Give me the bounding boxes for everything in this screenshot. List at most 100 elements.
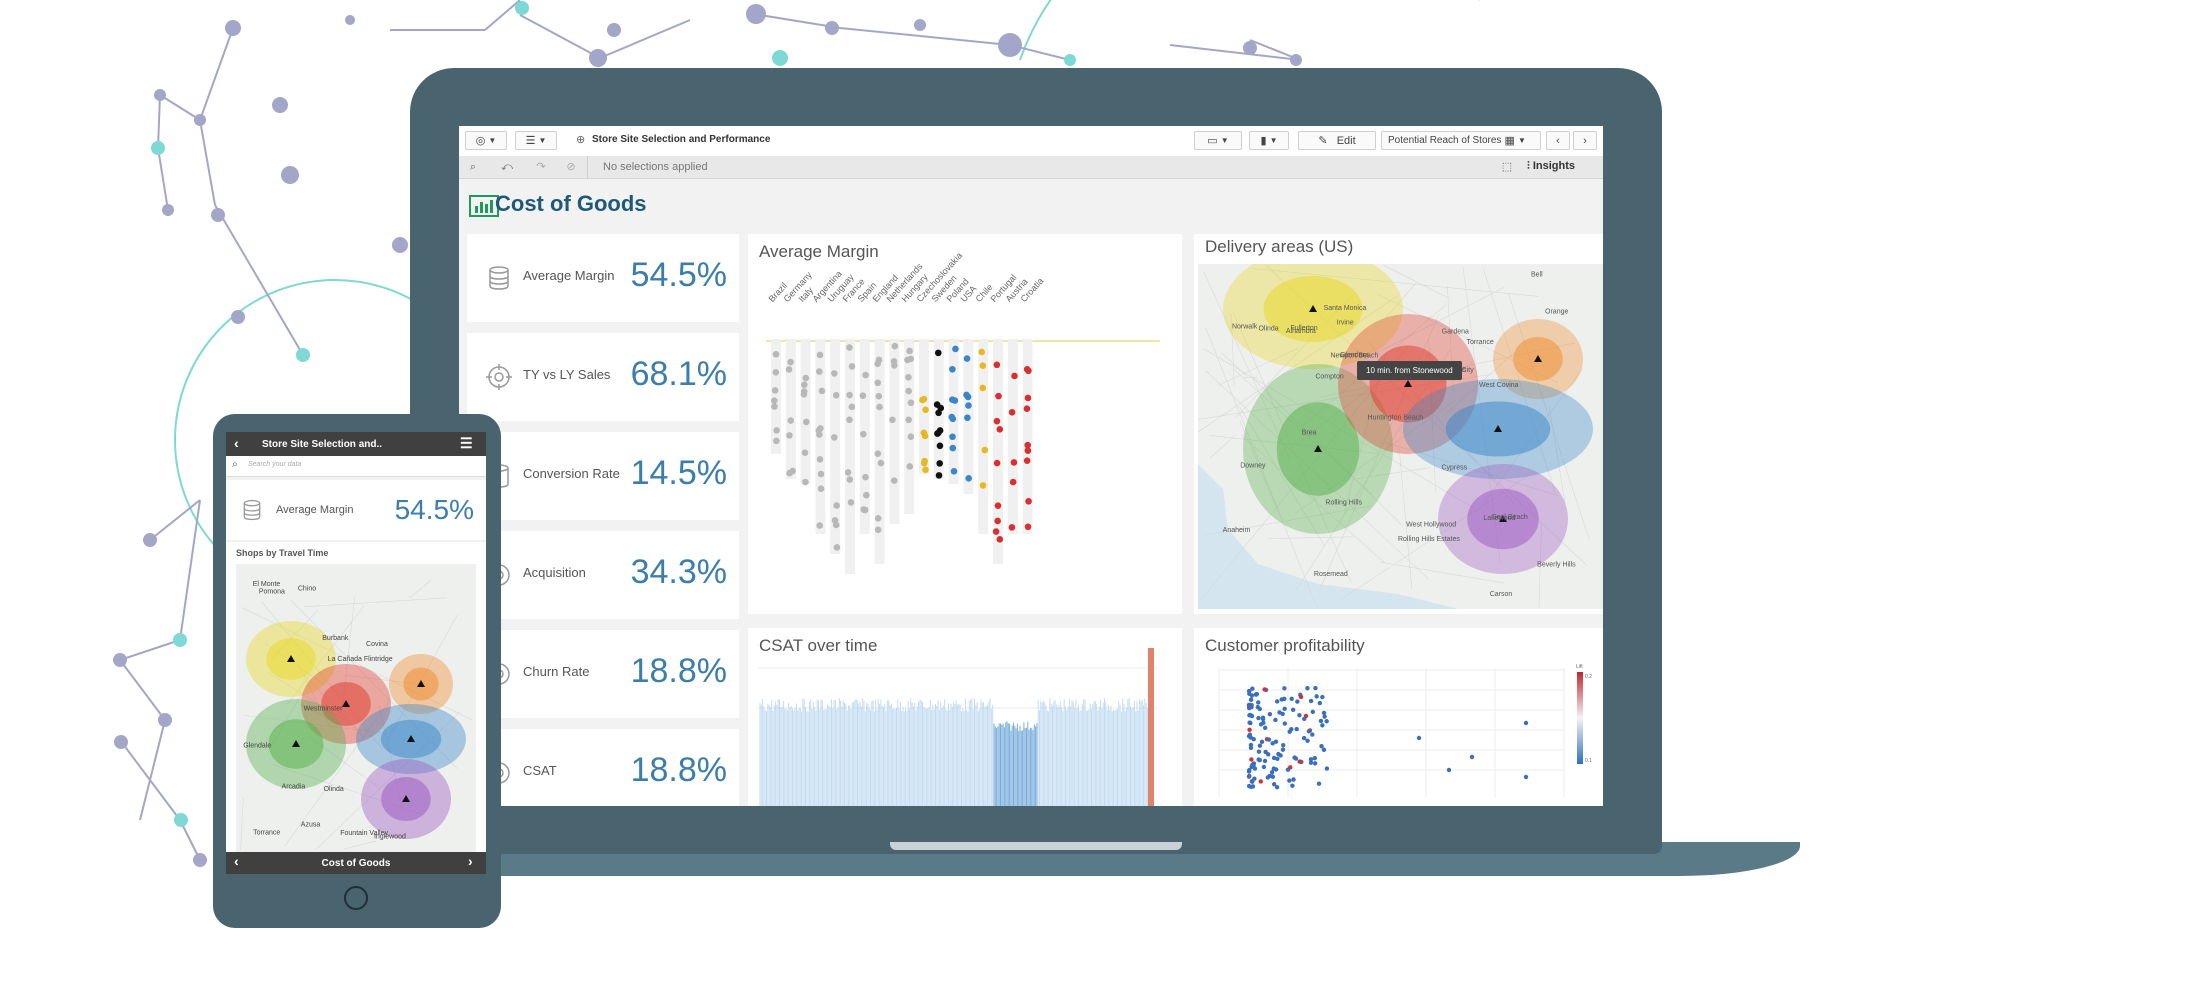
scatter-point	[1305, 738, 1310, 743]
phone-kpi-average-margin[interactable]: Average Margin 54.5%	[226, 480, 486, 540]
scatter-point	[1308, 698, 1314, 704]
margin-dot	[952, 345, 959, 353]
margin-dot	[1023, 405, 1031, 413]
margin-dot	[994, 517, 1001, 525]
back-icon[interactable]: ‹	[234, 435, 239, 451]
present-button[interactable]: ▭ ▼	[1194, 131, 1242, 150]
margin-dot	[949, 365, 956, 373]
decor-node	[515, 1, 529, 15]
scatter-point	[1247, 720, 1252, 725]
insights-button[interactable]: ⫶ Insights	[1527, 160, 1575, 173]
store-marker	[1534, 355, 1542, 362]
margin-dot	[963, 391, 970, 399]
step-forward-icon[interactable]: ↷	[536, 161, 546, 173]
scatter-point	[1256, 749, 1262, 754]
margin-dot	[785, 366, 793, 373]
kpi-csat[interactable]: CSAT 18.8%	[467, 729, 739, 806]
map-road	[284, 699, 391, 847]
scatter-point	[1308, 760, 1314, 765]
kpi-churn-rate[interactable]: Churn Rate 18.8%	[467, 630, 739, 718]
scatter-point	[1281, 743, 1286, 748]
smart-search-icon[interactable]: ⌕	[469, 161, 477, 173]
margin-dot	[860, 506, 868, 513]
scatter-point	[1247, 691, 1252, 697]
scatter-point	[1282, 721, 1288, 726]
map-road	[1358, 286, 1505, 363]
select-tool-icon[interactable]: ⬚	[1501, 161, 1513, 173]
sheet-selector-dropdown[interactable]: Potential Reach of Stores ▦ ▼	[1381, 131, 1541, 150]
chevron-down-icon: ▼	[488, 136, 497, 145]
edit-button[interactable]: ✎ Edit	[1298, 131, 1376, 150]
scatter-point	[1271, 782, 1277, 787]
average-margin-chart[interactable]: Average Margin Brazil Germany Italy Argenti…	[748, 234, 1182, 614]
margin-dot	[863, 491, 870, 499]
map-road	[1198, 295, 1398, 433]
margin-dot	[848, 363, 856, 370]
phone-home-button[interactable]	[344, 886, 368, 910]
scatter-point	[1248, 697, 1254, 702]
margin-dot	[934, 349, 942, 357]
margin-dot	[1023, 457, 1031, 465]
decor-node	[231, 310, 245, 324]
insights-icon: ⫶	[1527, 160, 1530, 172]
hamburger-menu-icon[interactable]: ☰	[460, 435, 473, 451]
scatter-point	[1256, 700, 1261, 705]
scatter-point	[1290, 783, 1295, 788]
selections-tool-icon[interactable]: ⤺	[501, 161, 513, 173]
decor-line	[149, 499, 201, 541]
margin-dot	[1024, 447, 1032, 454]
scatter-point	[1319, 743, 1324, 749]
phone-map-panel[interactable]: Shops by Travel Time La Cañada Flintridg…	[226, 542, 486, 852]
margin-dot	[950, 467, 958, 475]
phone-search-bar[interactable]: ⌕ Search your data	[226, 456, 486, 477]
bookmark-button[interactable]: ▮ ▼	[1249, 131, 1289, 150]
map-road	[1507, 292, 1590, 540]
margin-range-bar	[830, 339, 841, 554]
margin-dot	[846, 476, 854, 483]
margin-dot	[876, 403, 883, 411]
decor-node	[173, 633, 187, 647]
map-road	[286, 605, 365, 706]
scatter-point	[1249, 764, 1254, 770]
kpi-conversion-rate[interactable]: Conversion Rate 14.5%	[467, 432, 739, 520]
margin-dot	[830, 370, 838, 377]
kpi-acquisition[interactable]: Acquisition 34.3%	[467, 531, 739, 619]
kpi-label: CSAT	[523, 763, 557, 778]
map-place-label: Lakewood	[1483, 515, 1515, 522]
map-ocean	[1198, 464, 1458, 609]
store-marker	[1494, 425, 1502, 432]
scatter-point	[1321, 747, 1327, 752]
kpi-label: TY vs LY Sales	[523, 367, 611, 382]
sheet-list-button[interactable]: ☰ ▼	[515, 131, 557, 150]
chevron-right-icon[interactable]: ›	[468, 853, 473, 869]
navigation-menu-button[interactable]: ◎ ▼	[465, 131, 507, 150]
clear-selections-icon[interactable]: ⊘	[566, 161, 576, 173]
margin-dot	[874, 515, 882, 522]
chevron-left-icon[interactable]: ‹	[234, 853, 239, 869]
kpi-average-margin[interactable]: Average Margin 54.5%	[467, 234, 739, 322]
margin-dot	[993, 417, 1001, 425]
margin-range-bar	[845, 339, 855, 574]
previous-sheet-button[interactable]: ‹	[1546, 131, 1570, 150]
map-road	[240, 797, 244, 851]
decor-node	[607, 23, 621, 37]
delivery-map-panel[interactable]: Delivery areas (US) West Hollywood Beverl…	[1194, 234, 1603, 614]
kpi-ty-vs-ly-sales[interactable]: TY vs LY Sales 68.1%	[467, 333, 739, 421]
decor-node	[589, 49, 607, 67]
scatter-point	[1301, 735, 1307, 741]
scatter-point	[1262, 758, 1268, 764]
csat-highlight-bar	[1148, 648, 1154, 806]
customer-profitability-chart[interactable]: Customer profitability Lift 0.2 0.1	[1194, 628, 1603, 806]
phone-map[interactable]: La Cañada Flintridge Burbank Glendale Arcad…	[236, 564, 476, 852]
map-place-label: Inglewood	[374, 834, 406, 841]
margin-dot	[817, 425, 824, 432]
csat-chart[interactable]: CSAT over time	[748, 628, 1182, 806]
scatter-point	[1306, 729, 1312, 734]
margin-dot	[981, 446, 989, 454]
map-place-label: Irvine	[1337, 319, 1354, 326]
next-sheet-button[interactable]: ›	[1573, 131, 1597, 150]
margin-dot	[833, 544, 841, 551]
decor-line	[157, 147, 169, 211]
